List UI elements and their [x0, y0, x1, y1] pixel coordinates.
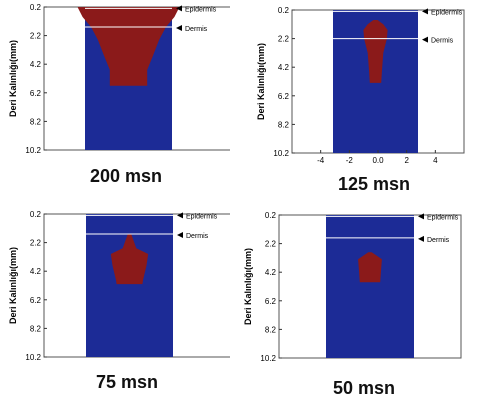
y-tick-label: 4.2 — [265, 268, 277, 277]
y-axis-label: Deri Kalınlığı(mm) — [243, 248, 253, 325]
tissue-column — [326, 215, 414, 358]
epidermis-arrow-icon — [418, 213, 424, 220]
y-axis-label: Deri Kalınlığı(mm) — [8, 40, 18, 117]
epidermis-arrow-icon — [422, 8, 428, 15]
dermis-arrow-icon — [418, 235, 424, 242]
x-tick-label: 4 — [433, 156, 438, 165]
lesion-region — [110, 234, 149, 285]
y-tick-label: 2.2 — [30, 32, 42, 41]
y-tick-label: 6.2 — [278, 92, 290, 101]
heatmap-panel-200: Epidermis Dermis 0.2 2.2 4.2 6.2 8.2 10.2 Deri K… — [8, 3, 230, 155]
y-tick-label: 2.2 — [278, 35, 290, 44]
y-tick-label: 0.2 — [30, 3, 42, 12]
x-tick-label: 2 — [404, 156, 409, 165]
dermis-arrow-icon — [177, 232, 183, 239]
heatmap-panel-75: Epidermis Dermis 0.2 2.2 4.2 6.2 8.2 10.2 Deri K… — [8, 210, 230, 362]
y-tick-label: 4.2 — [278, 63, 290, 72]
caption-200: 200 msn — [90, 166, 163, 186]
caption-125: 125 msn — [338, 174, 411, 194]
caption-50: 50 msn — [333, 378, 396, 398]
y-tick-label: 10.2 — [25, 353, 41, 362]
y-tick-label: 10.2 — [273, 149, 289, 158]
y-tick-label: 4.2 — [30, 267, 42, 276]
dermis-arrow-icon — [176, 25, 182, 32]
y-tick-label: 8.2 — [265, 325, 277, 334]
y-axis-label: Deri Kalınlığı(mm) — [256, 43, 266, 120]
y-tick-label: 4.2 — [30, 60, 42, 69]
y-tick-label: 6.2 — [30, 296, 42, 305]
x-tick-label: -2 — [346, 156, 354, 165]
epidermis-arrow-icon — [176, 5, 182, 12]
epidermis-label: Epidermis — [427, 214, 459, 221]
y-tick-label: 6.2 — [265, 297, 277, 306]
y-tick-label: 0.2 — [278, 6, 290, 15]
dermis-label: Dermis — [431, 38, 454, 45]
epidermis-label: Epidermis — [186, 213, 218, 220]
dermis-arrow-icon — [422, 36, 428, 43]
y-tick-label: 6.2 — [30, 89, 42, 98]
y-tick-label: 8.2 — [30, 117, 42, 126]
caption-75: 75 msn — [96, 372, 159, 392]
y-tick-label: 10.2 — [260, 354, 276, 363]
epidermis-label: Epidermis — [185, 6, 217, 13]
heatmap-panel-50: Epidermis Dermis 0.2 2.2 4.2 6.2 8.2 10.2 Deri K… — [243, 211, 462, 363]
y-tick-label: 10.2 — [25, 146, 41, 155]
x-tick-label: -4 — [317, 156, 325, 165]
y-tick-label: 0.2 — [265, 211, 277, 220]
dermis-label: Dermis — [427, 237, 450, 244]
dermis-label: Dermis — [185, 26, 208, 33]
dermis-label: Dermis — [186, 233, 209, 240]
y-tick-label: 2.2 — [30, 239, 42, 248]
y-tick-label: 8.2 — [30, 324, 42, 333]
lesion-region — [358, 252, 382, 283]
heatmap-panel-125: Epidermis Dermis 0.2 2.2 4.2 6.2 8.2 10.2 Deri K… — [256, 6, 465, 165]
epidermis-arrow-icon — [177, 212, 183, 219]
y-tick-label: 2.2 — [265, 240, 277, 249]
epidermis-label: Epidermis — [431, 9, 463, 16]
y-tick-label: 0.2 — [30, 210, 42, 219]
x-tick-label: 0.0 — [372, 156, 384, 165]
y-tick-label: 8.2 — [278, 120, 290, 129]
lesion-region — [363, 20, 388, 83]
y-axis-label: Deri Kalınlığı(mm) — [8, 247, 18, 324]
